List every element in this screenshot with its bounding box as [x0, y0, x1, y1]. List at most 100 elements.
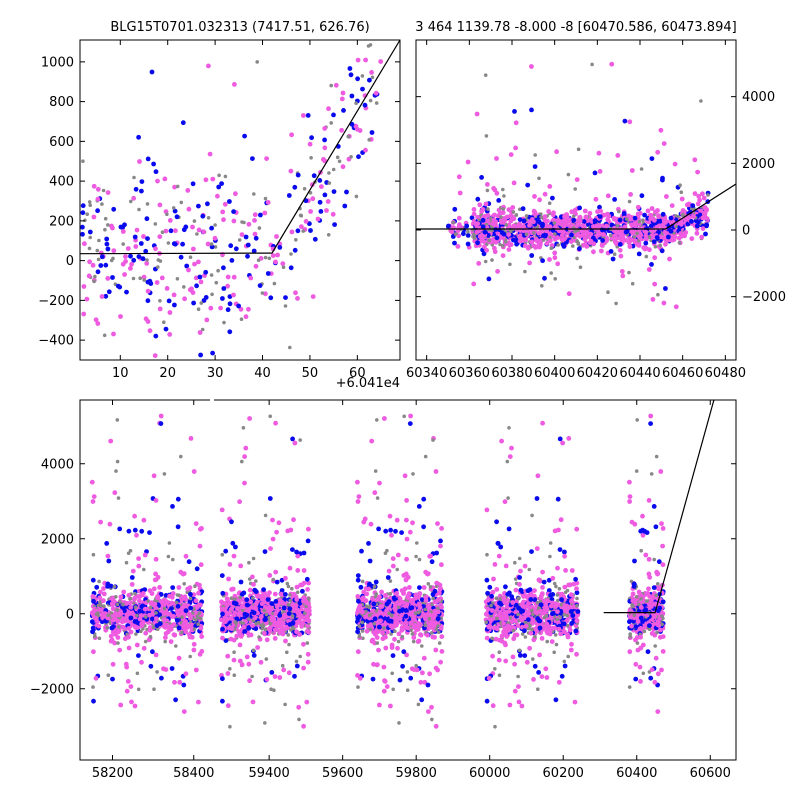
data-point: [417, 557, 422, 562]
data-point: [247, 678, 253, 684]
data-point: [115, 602, 120, 607]
data-point: [418, 632, 424, 638]
data-point: [280, 663, 285, 668]
data-point: [286, 670, 292, 676]
data-point: [416, 702, 421, 707]
data-point: [236, 303, 242, 309]
data-point: [605, 193, 611, 199]
data-point: [305, 113, 311, 118]
data-point: [485, 232, 491, 238]
data-point: [80, 224, 85, 230]
data-point: [187, 585, 193, 591]
data-point: [155, 670, 159, 674]
data-point: [197, 330, 203, 335]
data-point: [212, 235, 218, 241]
data-point: [500, 253, 506, 258]
data-point: [220, 209, 226, 215]
data-point: [274, 604, 280, 609]
data-point: [661, 141, 667, 147]
data-point: [191, 469, 197, 474]
data-point: [115, 635, 121, 640]
data-point: [267, 496, 273, 501]
data-point: [560, 218, 566, 224]
data-point: [138, 241, 144, 246]
data-point: [623, 237, 628, 243]
data-point: [163, 635, 168, 640]
data-point: [404, 608, 409, 614]
data-point: [82, 241, 87, 247]
data-point: [384, 684, 390, 689]
data-point: [566, 218, 572, 223]
data-point: [544, 241, 550, 246]
data-point: [377, 480, 382, 486]
data-point: [232, 650, 236, 654]
data-point: [433, 469, 439, 474]
data-point: [600, 238, 605, 243]
data-point: [674, 214, 678, 218]
data-point: [700, 215, 706, 221]
data-point: [103, 227, 107, 232]
data-point: [516, 222, 521, 228]
data-point: [484, 507, 490, 513]
panel-zoom-model-line: [80, 40, 400, 255]
data-point: [437, 641, 442, 645]
data-point: [272, 281, 277, 286]
data-point: [272, 674, 278, 679]
data-point: [290, 436, 295, 442]
data-point: [166, 241, 171, 245]
data-point: [89, 619, 95, 625]
data-point: [290, 602, 295, 608]
data-point: [628, 192, 633, 197]
data-point: [254, 579, 258, 583]
data-point: [359, 548, 364, 554]
data-point: [220, 698, 225, 704]
data-point: [499, 220, 505, 225]
panel-full-points: [89, 413, 666, 729]
data-point: [301, 113, 306, 118]
data-point: [120, 229, 126, 234]
data-point: [220, 626, 225, 632]
data-point: [148, 663, 154, 669]
data-point: [131, 597, 137, 602]
data-point: [529, 64, 534, 69]
data-point: [368, 627, 373, 632]
data-point: [305, 538, 311, 544]
data-point: [174, 644, 178, 648]
data-point: [80, 231, 85, 237]
data-point: [373, 90, 379, 96]
data-point: [88, 235, 92, 240]
data-point: [108, 438, 114, 444]
data-point: [283, 638, 288, 644]
data-point: [132, 234, 138, 240]
data-point: [225, 283, 231, 289]
data-point: [259, 601, 265, 607]
data-point: [255, 645, 260, 650]
data-point: [627, 199, 632, 204]
data-point: [219, 507, 225, 513]
data-point: [280, 261, 286, 266]
data-point: [241, 624, 247, 630]
data-point: [537, 197, 542, 203]
data-point: [203, 269, 209, 275]
data-point: [517, 217, 523, 223]
data-point: [223, 548, 229, 554]
data-point: [601, 232, 607, 238]
data-point: [578, 265, 583, 270]
data-point: [252, 192, 256, 196]
data-point: [244, 597, 250, 603]
data-point: [155, 627, 160, 631]
data-point: [630, 281, 635, 286]
data-point: [486, 276, 492, 282]
data-point: [540, 221, 545, 227]
data-point: [453, 232, 458, 236]
data-point: [118, 609, 124, 615]
data-point: [668, 215, 674, 221]
data-point: [291, 517, 296, 523]
data-point: [246, 661, 252, 667]
data-point: [215, 193, 220, 199]
data-point: [201, 229, 207, 235]
data-point: [605, 218, 611, 224]
data-point: [250, 156, 255, 162]
data-point: [222, 320, 226, 325]
data-point: [673, 304, 679, 310]
